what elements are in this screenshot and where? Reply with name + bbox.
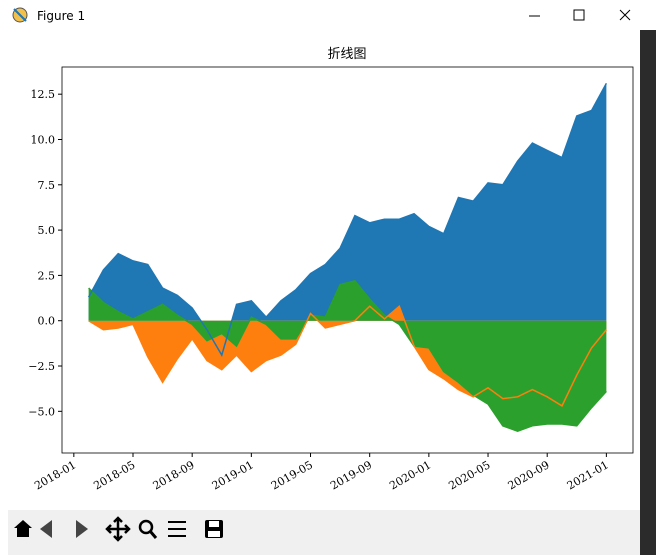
axes-frame (61, 66, 634, 454)
y-tick-label: 12.5 (31, 88, 56, 101)
y-tick-label: 0.0 (38, 315, 56, 328)
y-tick-label: 7.5 (38, 179, 56, 192)
y-tick-label: −2.5 (28, 360, 55, 373)
line (88, 304, 607, 407)
title-bar (0, 0, 656, 30)
y-tick-label: 5.0 (38, 224, 56, 237)
y-tick-label: −5.0 (28, 405, 55, 418)
save-button[interactable] (205, 520, 223, 538)
area (88, 83, 607, 356)
chart-title: 折线图 (327, 47, 366, 62)
maximize-button[interactable] (573, 9, 585, 21)
window-title: Figure 1 (37, 9, 85, 23)
zoom-button[interactable] (138, 519, 158, 539)
toolbar (8, 510, 640, 555)
app-icon (12, 7, 28, 23)
home-button[interactable] (14, 520, 32, 537)
line (88, 279, 607, 433)
line (87, 82, 608, 358)
pan-button[interactable] (105, 516, 131, 542)
y-tick-label: 2.5 (38, 269, 56, 282)
area (88, 280, 607, 432)
back-button[interactable] (40, 520, 52, 538)
close-button[interactable] (619, 9, 631, 21)
forward-button[interactable] (76, 520, 88, 538)
background-app (640, 30, 656, 555)
configure-button[interactable] (168, 521, 186, 537)
y-tick-label: 10.0 (31, 133, 56, 146)
